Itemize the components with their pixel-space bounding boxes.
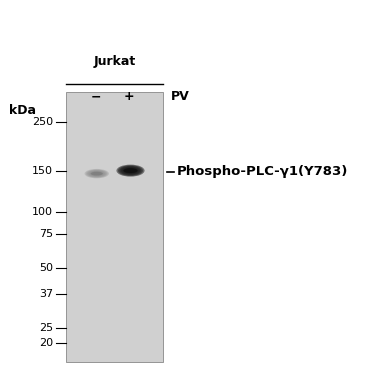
Ellipse shape [88, 170, 105, 177]
Text: 75: 75 [39, 230, 53, 239]
Ellipse shape [118, 165, 143, 176]
Text: 50: 50 [39, 263, 53, 273]
Text: 100: 100 [32, 207, 53, 217]
Text: 20: 20 [39, 338, 53, 348]
Ellipse shape [116, 165, 145, 177]
Ellipse shape [87, 170, 106, 177]
Text: 150: 150 [32, 166, 53, 176]
Text: −: − [90, 90, 101, 103]
Text: Phospho-PLC-γ1(Y783): Phospho-PLC-γ1(Y783) [176, 165, 348, 178]
Text: +: + [124, 90, 135, 103]
Ellipse shape [119, 166, 142, 176]
Ellipse shape [125, 168, 136, 173]
Text: 250: 250 [32, 117, 53, 127]
Text: Jurkat: Jurkat [93, 54, 135, 68]
Ellipse shape [90, 171, 104, 176]
Text: 25: 25 [39, 323, 53, 333]
Ellipse shape [123, 168, 138, 173]
Ellipse shape [86, 170, 108, 178]
Ellipse shape [124, 168, 137, 173]
Ellipse shape [85, 169, 109, 178]
Ellipse shape [121, 166, 140, 175]
Ellipse shape [92, 172, 101, 176]
Ellipse shape [122, 167, 139, 174]
Ellipse shape [127, 169, 134, 172]
Bar [66, 92, 163, 362]
Text: PV: PV [171, 90, 189, 103]
Ellipse shape [91, 171, 102, 176]
Text: 37: 37 [39, 290, 53, 299]
Ellipse shape [91, 172, 103, 176]
Text: kDa: kDa [9, 104, 36, 117]
